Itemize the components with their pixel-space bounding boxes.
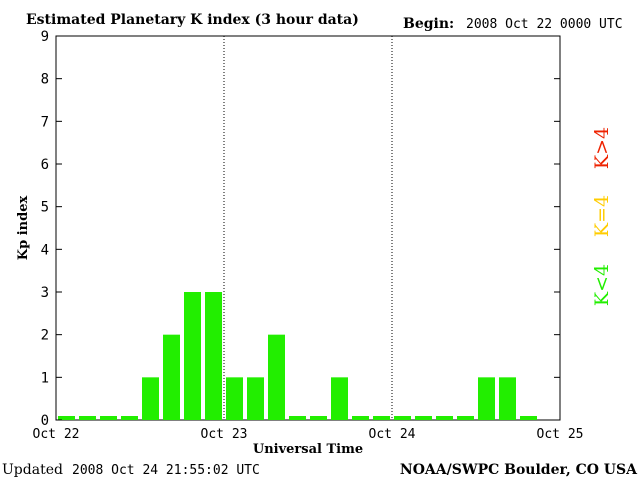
- kp-bar: [205, 292, 222, 420]
- chart-title: Estimated Planetary K index (3 hour data…: [26, 12, 359, 28]
- kp-bar: [100, 416, 117, 420]
- kp-bar: [310, 416, 327, 420]
- updated-value: 2008 Oct 24 21:55:02 UTC: [72, 463, 260, 478]
- kp-bar: [247, 377, 264, 420]
- day-separators: [223, 36, 393, 420]
- kp-bar: [163, 334, 180, 420]
- begin-value: 2008 Oct 22 0000 UTC: [466, 17, 623, 32]
- updated-label: Updated: [2, 462, 63, 478]
- kp-bar: [415, 416, 432, 420]
- x-axis: Oct 22 Oct 23 Oct 24 Oct 25: [33, 427, 584, 442]
- legend-mid: K=4: [591, 195, 613, 237]
- x-tick-label: Oct 24: [369, 427, 416, 442]
- y-tick-label: 5: [41, 200, 49, 216]
- y-tick-label: 7: [41, 114, 49, 130]
- kp-bar: [499, 377, 516, 420]
- y-tick-label: 0: [41, 413, 49, 429]
- bars-group: [58, 292, 537, 420]
- plot-frame: [55, 35, 561, 421]
- kp-bar: [394, 416, 411, 420]
- legend-high: K>4: [591, 127, 613, 169]
- kp-bar: [436, 416, 453, 420]
- y-tick-label: 9: [41, 29, 49, 45]
- y-tick-label: 1: [41, 370, 49, 386]
- kp-bar: [142, 377, 159, 420]
- y-tick-label: 8: [41, 72, 49, 88]
- y-tick-label: 3: [41, 285, 49, 301]
- kp-bar: [373, 416, 390, 420]
- kp-bar: [352, 416, 369, 420]
- kp-bar: [226, 377, 243, 420]
- kp-bar: [121, 416, 138, 420]
- y-tick-label: 2: [41, 328, 49, 344]
- kp-bar: [268, 334, 285, 420]
- kp-bar: [58, 416, 75, 420]
- kp-bar: [79, 416, 96, 420]
- y-tick-label: 4: [41, 242, 49, 258]
- kp-bar: [289, 416, 306, 420]
- y-axis: 0 1 2 3 4 5 6 7 8 9: [41, 29, 560, 429]
- legend-low: K<4: [591, 264, 613, 306]
- kp-bar: [478, 377, 495, 420]
- kp-bar: [184, 292, 201, 420]
- kp-bar: [457, 416, 474, 420]
- source-credit: NOAA/SWPC Boulder, CO USA: [400, 462, 638, 478]
- kp-bar: [520, 416, 537, 420]
- begin-label: Begin:: [403, 16, 454, 32]
- x-tick-label: Oct 23: [201, 427, 248, 442]
- x-tick-label: Oct 25: [537, 427, 584, 442]
- x-tick-label: Oct 22: [33, 427, 80, 442]
- y-tick-label: 6: [41, 157, 49, 173]
- y-axis-title: Kp index: [16, 196, 31, 261]
- x-axis-title: Universal Time: [253, 442, 363, 457]
- kp-bar: [331, 377, 348, 420]
